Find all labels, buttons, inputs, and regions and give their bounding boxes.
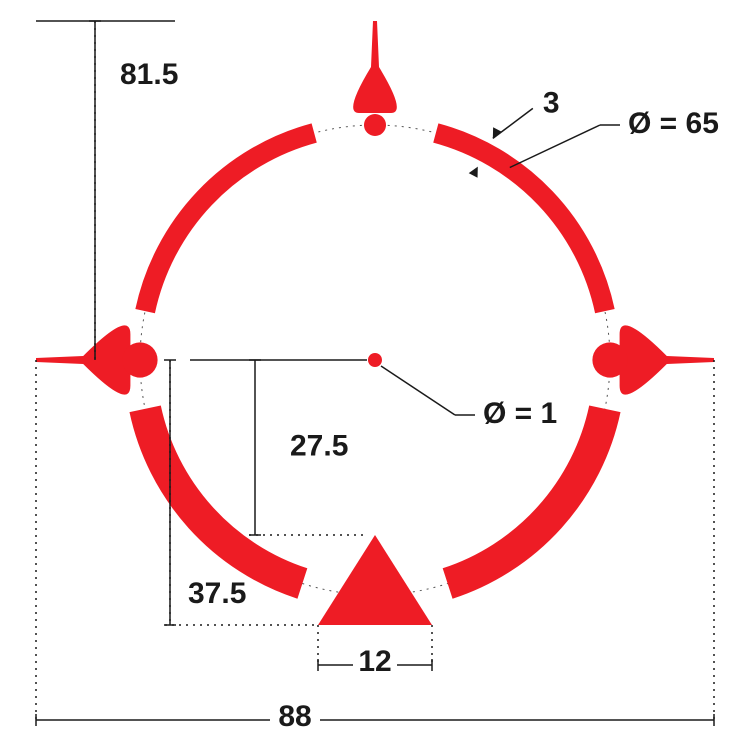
reticle-post [620,325,714,394]
ring-arc [145,409,302,584]
bottom-triangle [318,535,432,625]
reticle-post [353,21,397,113]
ring-arc [145,133,314,311]
dim-label: 27.5 [290,429,348,462]
post-fillet [122,342,157,377]
post-fillet [592,342,627,377]
dim-line [381,366,455,415]
dim-label: 37.5 [188,577,246,610]
ring-arc [448,409,605,584]
post-fillet [364,114,386,136]
dim-label: 3 [543,86,560,119]
dim-arrow [469,167,478,178]
ring-arc [436,133,605,311]
center-dot [368,353,382,367]
dim-label: Ø = 1 [483,397,557,430]
dim-label: 12 [358,645,391,678]
reticle-post [36,325,130,394]
dim-label: 88 [278,700,311,733]
dim-label: Ø = 65 [628,107,719,140]
dim-label: 81.5 [120,58,178,91]
dim-line [510,125,600,167]
reticle-dimension-diagram: 888881.5Ø = 653Ø = 127.537.51212 [0,0,750,750]
dim-line [493,108,533,138]
